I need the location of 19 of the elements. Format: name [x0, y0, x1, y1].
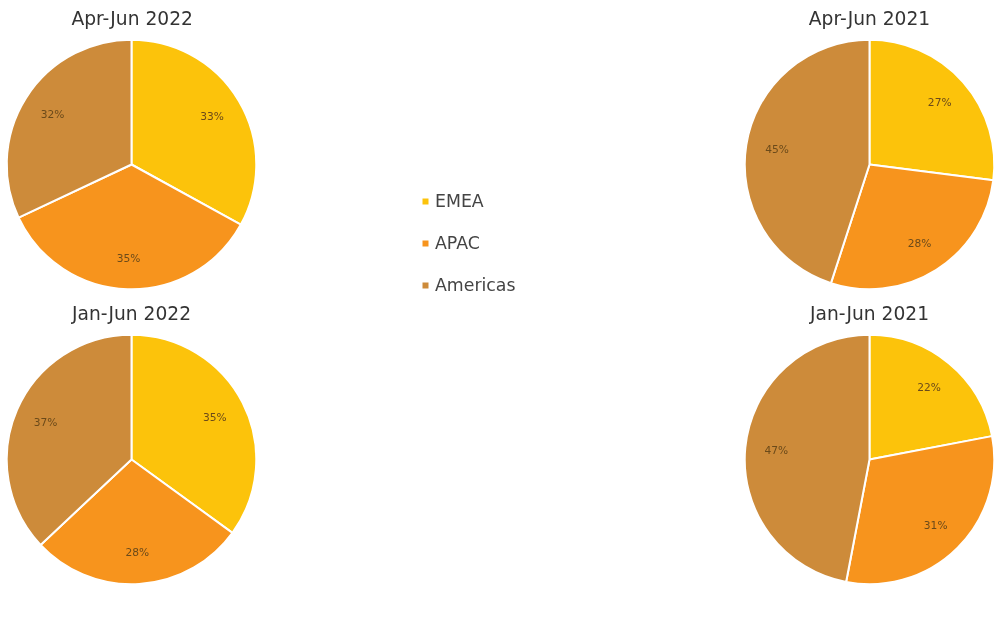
- data-label: 47%: [764, 444, 789, 458]
- data-label: 37%: [33, 415, 58, 429]
- data-label: 28%: [125, 546, 150, 560]
- chart-title: Apr-Jun 2022: [71, 7, 193, 29]
- data-label: 32%: [40, 107, 65, 121]
- chart-title: Jan-Jun 2022: [70, 302, 192, 324]
- chart-title: Jan-Jun 2021: [808, 302, 930, 324]
- data-label: 28%: [907, 237, 932, 250]
- chart-title: Apr-Jun 2021: [808, 7, 931, 29]
- legend-label: EMEA: [435, 191, 484, 211]
- data-label: 35%: [116, 251, 141, 265]
- legend-label: Americas: [435, 275, 516, 295]
- data-label: 31%: [923, 519, 948, 533]
- data-label: 33%: [200, 110, 224, 124]
- data-label: 35%: [203, 410, 227, 424]
- legend-label: APAC: [435, 233, 480, 253]
- data-label: 45%: [765, 143, 789, 157]
- data-label: 22%: [917, 380, 941, 394]
- data-label: 27%: [927, 96, 952, 110]
